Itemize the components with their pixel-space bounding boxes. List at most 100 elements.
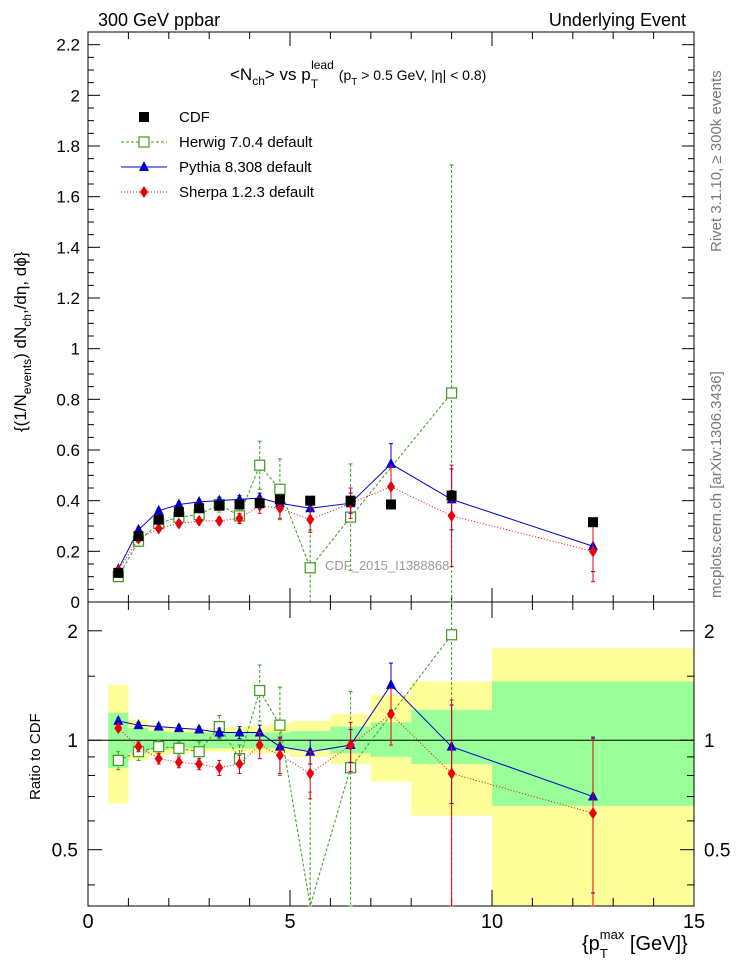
- point-cdf: [274, 494, 285, 505]
- ratio-point-sherpa: [195, 758, 204, 771]
- ratio-point-pythia: [153, 720, 164, 731]
- point-sherpa: [306, 513, 315, 526]
- main-ytick-label: 2.2: [56, 36, 80, 55]
- ratio-point-pythia: [173, 722, 184, 733]
- main-ytick-label: 0.2: [56, 542, 80, 561]
- main-ytick-label: 0.4: [56, 492, 80, 511]
- point-cdf: [173, 507, 184, 518]
- main-ytick-label: 1: [71, 340, 80, 359]
- point-cdf: [153, 514, 164, 525]
- ratio-point-sherpa: [134, 740, 143, 753]
- point-sherpa: [275, 502, 284, 515]
- ratio-point-herwig: [193, 746, 205, 758]
- main-ytick-label: 1.2: [56, 289, 80, 308]
- ratio-ytick-label-right: 0.5: [704, 841, 730, 862]
- point-cdf: [588, 517, 598, 528]
- point-cdf: [214, 500, 225, 511]
- ratio-point-sherpa: [447, 767, 456, 780]
- legend-label-sherpa: Sherpa 1.2.3 default: [179, 184, 315, 201]
- mcplots-label: mcplots.cern.ch [arXiv:1306.3436]: [708, 371, 725, 598]
- ratio-point-sherpa: [255, 739, 264, 752]
- legend-entry-cdf: CDF: [139, 109, 210, 126]
- point-cdf: [254, 498, 265, 509]
- rivet-label: Rivet 3.1.10, ≥ 300k events: [708, 70, 725, 252]
- point-herwig: [304, 562, 316, 574]
- legend-label-herwig: Herwig 7.0.4 default: [179, 134, 313, 151]
- ratio-point-pythia: [133, 719, 144, 730]
- x-tick-label: 15: [683, 911, 705, 933]
- main-y-ticks: 0 0.2 0.4 0.6 0.8 1 1.2 1.4 1.6 1.8 2 2.2: [56, 32, 695, 612]
- point-cdf: [133, 531, 144, 542]
- ratio-point-sherpa: [174, 756, 183, 769]
- ratio-y-label: Ratio to CDF: [27, 713, 44, 800]
- ratio-panel: 0.5 1 2 0.5 1 2 0 5 10 15 Ratio to CDF: [27, 601, 730, 933]
- point-sherpa: [235, 512, 244, 525]
- title-n: <N: [230, 65, 252, 84]
- ratio-point-sherpa: [114, 722, 123, 735]
- series-line-herwig: [117, 392, 452, 577]
- ratio-ytick-label: 0.5: [52, 841, 78, 862]
- point-herwig: [274, 483, 286, 495]
- title-mid: > vs p: [265, 65, 311, 84]
- ratio-ytick-label-right: 1: [704, 731, 715, 752]
- ratio-point-pythia: [113, 714, 124, 725]
- ratio-point-sherpa: [275, 749, 284, 762]
- point-pythia: [386, 457, 396, 468]
- analysis-watermark: CDF_2015_I1388868: [325, 558, 449, 573]
- title-cut-rest: > 0.5 GeV, |η| < 0.8): [357, 67, 486, 83]
- ratio-point-sherpa: [306, 767, 315, 780]
- legend-label-pythia: Pythia 8.308 default: [179, 159, 312, 176]
- ratio-point-pythia: [386, 678, 396, 689]
- x-axis-label: {pTmax [GeV]}: [582, 927, 688, 961]
- ratio-point-sherpa: [346, 739, 355, 752]
- series-line-pythia: [117, 463, 594, 570]
- x-tick-label: 0: [82, 911, 93, 933]
- point-cdf: [234, 499, 245, 510]
- ratio-point-herwig: [254, 684, 266, 697]
- ratio-line-herwig: [118, 634, 452, 907]
- main-ytick-label: 2: [71, 86, 80, 105]
- ratio-point-herwig: [274, 719, 286, 731]
- point-cdf: [386, 499, 396, 510]
- point-sherpa: [174, 517, 183, 530]
- point-sherpa: [387, 480, 395, 493]
- ratio-point-herwig: [112, 754, 124, 767]
- legend-entry-pythia: Pythia 8.308 default: [121, 159, 312, 176]
- point-cdf: [194, 503, 205, 514]
- main-ytick-label: 0.6: [56, 441, 80, 460]
- main-title: <Nch> vs pTlead(pT > 0.5 GeV, |η| < 0.8): [230, 58, 486, 91]
- x-tick-label: 10: [481, 911, 503, 933]
- point-herwig: [254, 459, 266, 471]
- title-sub-ch: ch: [252, 74, 265, 88]
- title-cut: (p: [339, 67, 352, 83]
- ratio-point-pythia: [234, 726, 245, 737]
- title-sub-t: T: [311, 77, 319, 91]
- legend: CDF Herwig 7.0.4 default Pythia 8.308 de…: [121, 109, 315, 201]
- main-ytick-label: 1.8: [56, 137, 80, 156]
- main-ytick-label: 1.6: [56, 188, 80, 207]
- ratio-frame: [87, 601, 695, 907]
- legend-label-cdf: CDF: [179, 109, 210, 126]
- ratio-ytick-label: 2: [67, 622, 78, 643]
- point-herwig: [446, 387, 458, 399]
- point-sherpa: [215, 514, 224, 527]
- point-pythia: [173, 498, 184, 509]
- ratio-point-pythia: [214, 726, 225, 737]
- ratio-line-pythia: [118, 684, 594, 798]
- ratio-ytick-label: 1: [67, 731, 78, 752]
- main-y-label: {(1/Nevents) dNch,/dη, dϕ}: [11, 251, 34, 432]
- main-ytick-label: 0: [71, 593, 80, 612]
- legend-entry-sherpa: Sherpa 1.2.3 default: [121, 184, 315, 201]
- ratio-point-sherpa: [154, 752, 163, 765]
- point-cdf: [113, 567, 124, 578]
- header-left: 300 GeV ppbar: [98, 10, 220, 30]
- ratio-point-sherpa: [387, 708, 395, 721]
- header-right: Underlying Event: [549, 10, 686, 30]
- point-sherpa: [195, 514, 204, 527]
- main-panel: 0 0.2 0.4 0.6 0.8 1 1.2 1.4 1.6 1.8 2 2.2 <Nch> vs …: [11, 31, 695, 612]
- point-sherpa: [447, 509, 456, 522]
- main-series-layer: [112, 164, 598, 603]
- ratio-ticks: 0.5 1 2 0.5 1 2 0 5 10 15: [52, 602, 730, 933]
- ratio-series-layer: [112, 601, 598, 907]
